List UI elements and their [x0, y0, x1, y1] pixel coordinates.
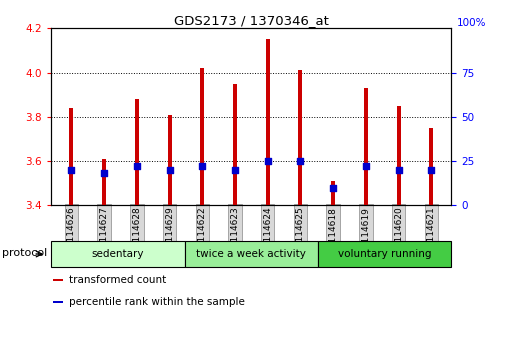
- Point: [231, 167, 239, 173]
- Bar: [429, 128, 433, 205]
- Title: GDS2173 / 1370346_at: GDS2173 / 1370346_at: [174, 14, 329, 27]
- Bar: [331, 181, 335, 205]
- Bar: [201, 68, 204, 205]
- Bar: [53, 279, 63, 281]
- Bar: [233, 84, 237, 205]
- Bar: [299, 70, 302, 205]
- Point: [264, 158, 272, 164]
- Point: [67, 167, 75, 173]
- Bar: [135, 99, 139, 205]
- Bar: [364, 88, 368, 205]
- Text: transformed count: transformed count: [69, 275, 167, 285]
- Point: [427, 167, 436, 173]
- Point: [198, 164, 206, 169]
- Text: sedentary: sedentary: [92, 249, 144, 259]
- Point: [394, 167, 403, 173]
- Bar: [53, 301, 63, 303]
- Bar: [185, 241, 318, 267]
- Point: [166, 167, 174, 173]
- Bar: [318, 241, 451, 267]
- Point: [329, 185, 337, 190]
- Bar: [102, 159, 106, 205]
- Bar: [69, 108, 73, 205]
- Point: [100, 171, 108, 176]
- Point: [362, 164, 370, 169]
- Bar: [266, 39, 270, 205]
- Bar: [51, 241, 185, 267]
- Point: [297, 158, 305, 164]
- Text: voluntary running: voluntary running: [338, 249, 431, 259]
- Text: twice a week activity: twice a week activity: [196, 249, 306, 259]
- Text: protocol: protocol: [3, 248, 48, 258]
- Bar: [168, 115, 171, 205]
- Point: [133, 164, 141, 169]
- Text: percentile rank within the sample: percentile rank within the sample: [69, 297, 245, 307]
- Bar: [397, 106, 401, 205]
- Text: 100%: 100%: [457, 18, 486, 28]
